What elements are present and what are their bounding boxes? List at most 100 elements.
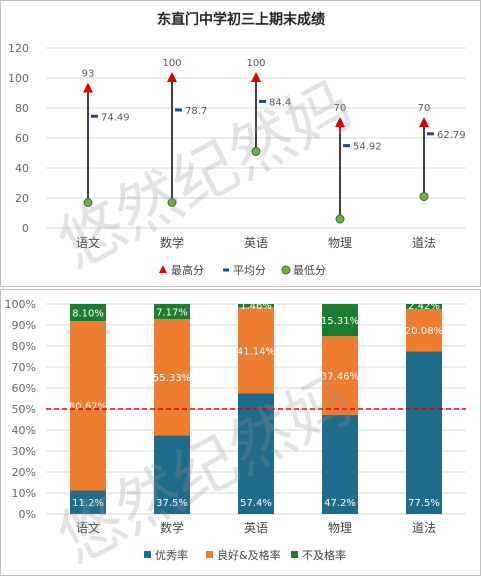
score-range-chart: 东直门中学初三上期末成绩 0 20 40 60 80 100 120 93 74.49 语文 100 7… (8, 11, 466, 277)
good-rate-bar (70, 321, 106, 491)
x-category-label: 数学 (160, 520, 184, 535)
max-value-label: 70 (334, 103, 347, 114)
fail-rate-label: 7.17% (156, 308, 188, 319)
max-value-label: 70 (418, 103, 431, 114)
avg-value-label: 78.7 (185, 106, 207, 117)
legend-label: 平均分 (233, 264, 266, 277)
max-marker (335, 117, 345, 127)
max-value-label: 93 (82, 69, 95, 80)
score-range-chart-panel: 东直门中学初三上期末成绩 0 20 40 60 80 100 120 93 74.49 语文 100 7… (0, 0, 481, 287)
fail-rate-label: 15.31% (321, 316, 359, 327)
fail-rate-bar (70, 304, 106, 322)
x-category-label: 道法 (412, 236, 436, 250)
y-tick-label: 40% (12, 424, 36, 437)
x-category-label: 物理 (328, 521, 352, 535)
excellent-rate-bar (238, 393, 274, 514)
legend-swatch (291, 551, 298, 558)
excellent-rate-label: 11.2% (72, 498, 104, 509)
y-tick-label: 40 (15, 162, 29, 175)
avg-marker (259, 99, 266, 103)
x-category-label: 英语 (244, 236, 268, 250)
y-tick-label: 70% (12, 361, 36, 374)
y-tick-label: 0 (22, 222, 29, 235)
avg-marker (91, 114, 98, 118)
y-tick-label: 60% (12, 382, 36, 395)
good-rate-label: 20.08% (405, 326, 443, 337)
good-rate-label: 37.46% (321, 372, 359, 383)
legend-label: 最高分 (171, 263, 204, 277)
good-rate-label: 55.33% (153, 373, 191, 384)
avg-value-label: 62.79 (437, 130, 466, 141)
max-marker (419, 117, 429, 127)
x-category-label: 语文 (76, 235, 100, 250)
excellent-rate-label: 47.2% (324, 498, 356, 509)
y-tick-label: 100 (8, 72, 29, 85)
excellent-rate-bar (406, 351, 442, 514)
legend-avg-marker (223, 268, 229, 272)
avg-value-label: 54.92 (353, 142, 382, 153)
grade-rate-chart: 0% 10% 20% 30% 40% 50% 60% 70% 80% 90% 100% 11.2% 80… (5, 298, 466, 562)
excellent-rate-bar (322, 414, 358, 514)
excellent-rate-bar (70, 490, 106, 514)
fail-rate-bar (238, 304, 274, 308)
y-tick-label: 30% (12, 445, 36, 458)
avg-value-label: 74.49 (101, 112, 130, 123)
fail-rate-label: 1.46% (240, 301, 272, 312)
avg-marker (175, 108, 182, 112)
legend-min-marker (281, 265, 291, 275)
y-tick-label: 80 (15, 102, 29, 115)
good-rate-bar (406, 309, 442, 352)
x-category-label: 数学 (160, 235, 184, 250)
y-tick-label: 100% (5, 298, 36, 311)
avg-value-label: 84.4 (269, 97, 291, 108)
chart-title: 东直门中学初三上期末成绩 (157, 11, 325, 28)
grade-rate-chart-panel: 0% 10% 20% 30% 40% 50% 60% 70% 80% 90% 100% 11.2% 80… (0, 289, 481, 576)
max-marker (167, 72, 177, 82)
y-tick-label: 20 (15, 192, 29, 205)
excellent-rate-bar (154, 435, 190, 514)
min-marker (419, 192, 429, 201)
max-marker (83, 82, 93, 93)
y-tick-label: 60 (15, 132, 29, 145)
legend-label: 良好&及格率 (217, 548, 281, 562)
y-tick-label: 80% (12, 340, 36, 353)
min-marker (335, 214, 345, 224)
x-category-label: 道法 (412, 521, 436, 535)
y-tick-label: 10% (12, 487, 36, 500)
avg-marker (427, 132, 434, 136)
x-category-label: 物理 (328, 236, 352, 250)
max-marker (251, 72, 261, 82)
good-rate-bar (322, 336, 358, 415)
y-tick-label: 120 (8, 42, 29, 55)
y-tick-label: 90% (12, 319, 36, 332)
min-marker (167, 198, 177, 207)
y-tick-label: 0% (19, 508, 36, 521)
excellent-rate-label: 77.5% (408, 498, 440, 509)
excellent-rate-label: 37.5% (156, 498, 188, 509)
legend-max-marker (159, 265, 167, 273)
fail-rate-bar (322, 304, 358, 337)
min-marker (83, 198, 93, 207)
avg-marker (343, 144, 350, 148)
fail-rate-label: 8.10% (72, 309, 104, 320)
x-category-label: 语文 (76, 520, 100, 535)
legend-swatch (144, 551, 151, 558)
legend-label: 优秀率 (155, 548, 188, 562)
min-marker (251, 147, 261, 156)
y-tick-label: 20% (12, 466, 36, 479)
max-value-label: 100 (246, 58, 265, 69)
legend-label: 不及格率 (302, 548, 346, 562)
y-tick-label: 50% (12, 403, 36, 416)
x-category-label: 英语 (244, 521, 268, 535)
fail-rate-bar (406, 304, 442, 310)
excellent-rate-label: 57.4% (240, 498, 272, 509)
good-rate-label: 41.14% (237, 346, 275, 357)
fail-rate-bar (154, 304, 190, 320)
good-rate-label: 80.67% (69, 402, 107, 413)
legend-label: 最低分 (293, 264, 326, 277)
good-rate-bar (154, 319, 190, 436)
fail-rate-label: 2.42% (408, 301, 440, 312)
max-value-label: 100 (162, 58, 181, 69)
good-rate-bar (238, 307, 274, 394)
legend-swatch (206, 551, 213, 558)
